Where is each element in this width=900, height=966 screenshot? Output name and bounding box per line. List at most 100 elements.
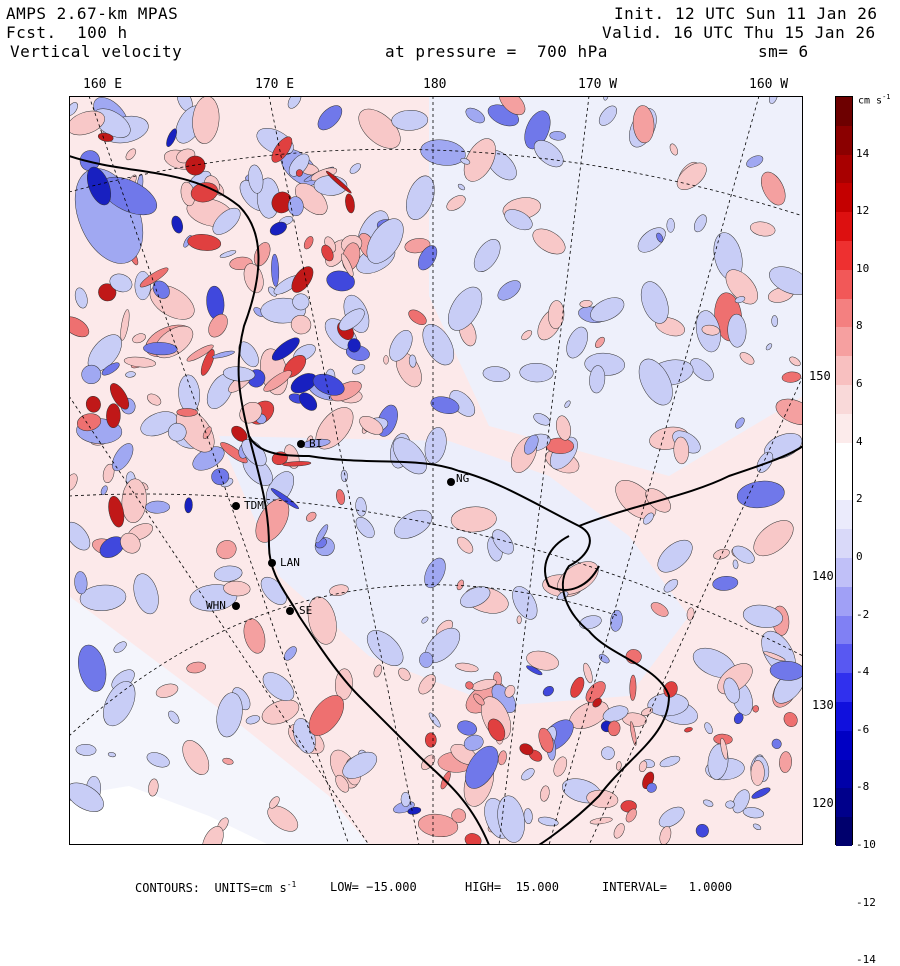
anomaly-blob bbox=[168, 710, 180, 724]
anomaly-blob bbox=[727, 313, 747, 348]
anomaly-blob bbox=[147, 393, 162, 406]
footer-high: HIGH= 15.000 bbox=[465, 880, 559, 894]
anomaly-blob bbox=[212, 207, 241, 235]
anomaly-blob bbox=[482, 366, 511, 383]
anomaly-blob bbox=[186, 661, 207, 674]
anomaly-blob bbox=[125, 148, 137, 161]
anomaly-blob bbox=[74, 287, 88, 309]
anomaly-blob bbox=[404, 238, 431, 254]
anomaly-blob bbox=[81, 364, 102, 385]
vertical-velocity-map bbox=[69, 96, 803, 845]
anomaly-blob bbox=[542, 686, 554, 697]
anomaly-blob bbox=[523, 434, 539, 455]
anomaly-blob bbox=[335, 489, 346, 505]
anomaly-blob bbox=[533, 140, 564, 168]
anomaly-blob bbox=[391, 110, 429, 131]
anomaly-blob bbox=[753, 520, 794, 557]
colorbar-tick-label: -6 bbox=[856, 722, 870, 736]
ross-ice-shelf-region bbox=[219, 436, 689, 706]
anomaly-blob bbox=[447, 286, 483, 331]
valid-time: Valid. 16 UTC Thu 15 Jan 26 bbox=[602, 24, 876, 42]
anomaly-blob bbox=[345, 193, 355, 214]
anomaly-blob bbox=[315, 524, 329, 544]
pressure-level: at pressure = 700 hPa bbox=[385, 42, 608, 61]
anomaly-blob bbox=[342, 751, 378, 779]
lon-label-180: 180 bbox=[423, 77, 447, 92]
fcst-value: 100 h bbox=[76, 23, 128, 42]
colorbar-tick-label: 10 bbox=[856, 261, 870, 275]
colorbar bbox=[835, 96, 853, 847]
anomaly-blob bbox=[358, 108, 401, 149]
anomaly-blob bbox=[425, 732, 437, 748]
anomaly-blob bbox=[335, 774, 350, 793]
colorbar-tick-label: 6 bbox=[856, 377, 863, 391]
coastline-east bbox=[578, 445, 803, 527]
anomaly-blob bbox=[373, 664, 383, 678]
anomaly-blob bbox=[417, 245, 438, 271]
anomaly-blob bbox=[742, 807, 764, 819]
colorbar-segment bbox=[836, 759, 852, 789]
anomaly-blob bbox=[290, 315, 312, 335]
anomaly-blob bbox=[355, 516, 375, 539]
anomaly-blob bbox=[487, 718, 506, 742]
init-time: Init. 12 UTC Sun 11 Jan 26 bbox=[614, 5, 877, 23]
anomaly-blob bbox=[167, 422, 187, 442]
anomaly-blob bbox=[223, 580, 251, 597]
lat-circle-1 bbox=[69, 148, 803, 217]
colorbar-tick-label: -4 bbox=[856, 665, 870, 679]
anomaly-blob bbox=[400, 792, 411, 807]
anomaly-blob bbox=[547, 300, 565, 329]
anomaly-blob bbox=[107, 752, 116, 758]
anomaly-blob bbox=[216, 540, 237, 560]
anomaly-blob bbox=[732, 545, 755, 564]
anomaly-blob bbox=[76, 413, 102, 432]
forecast-hour: Fcst. 100 h bbox=[6, 24, 128, 42]
anomaly-blob bbox=[643, 512, 654, 525]
colorbar-tick-label: -12 bbox=[856, 895, 876, 909]
anomaly-blob bbox=[638, 358, 673, 406]
anomaly-blob bbox=[271, 136, 293, 163]
anomaly-blob bbox=[492, 529, 514, 555]
anomaly-blob bbox=[450, 506, 497, 533]
footer-units-exp: -1 bbox=[286, 880, 297, 889]
anomaly-blob bbox=[615, 761, 622, 771]
anomaly-blob bbox=[658, 806, 685, 828]
anomaly-blob bbox=[270, 488, 299, 510]
anomaly-blob bbox=[171, 215, 183, 234]
station-tdm: TDM bbox=[244, 499, 264, 512]
anomaly-blob bbox=[398, 667, 411, 681]
anomaly-blob bbox=[473, 693, 485, 706]
anomaly-blob bbox=[220, 442, 248, 464]
colorbar-tick-label: -8 bbox=[856, 780, 870, 794]
anomaly-blob bbox=[263, 370, 292, 392]
anomaly-blob bbox=[516, 615, 522, 625]
colorbar-segment bbox=[836, 356, 852, 386]
colorbar-segment bbox=[836, 817, 852, 847]
meridian-1 bbox=[88, 96, 350, 845]
colorbar-tick-label: -10 bbox=[856, 838, 876, 851]
anomaly-blob bbox=[287, 196, 304, 217]
anomaly-blob bbox=[693, 214, 707, 233]
anomaly-blob bbox=[359, 416, 384, 435]
anomaly-blob bbox=[601, 746, 615, 760]
anomaly-blob bbox=[684, 727, 693, 733]
anomaly-blob bbox=[326, 270, 355, 292]
anomaly-blob bbox=[132, 333, 146, 344]
anomaly-blob bbox=[267, 805, 299, 832]
anomaly-blob bbox=[394, 509, 433, 539]
anomaly-blob bbox=[424, 557, 446, 589]
station-lan: LAN bbox=[280, 556, 300, 569]
anomaly-blob bbox=[146, 752, 170, 768]
station-ng: NG bbox=[456, 472, 470, 485]
colorbar-unit-text: cm s bbox=[858, 95, 883, 107]
colorbar-segment bbox=[836, 241, 852, 271]
anomaly-blob bbox=[640, 281, 669, 324]
footer-units: UNITS=cm s bbox=[214, 881, 287, 895]
roosevelt-island bbox=[544, 535, 600, 591]
anomaly-blob bbox=[182, 740, 210, 775]
footer-contours: CONTOURS: UNITS=cm s-1 bbox=[135, 880, 296, 895]
anomaly-blob bbox=[349, 163, 361, 174]
anomaly-blob bbox=[789, 356, 801, 367]
anomaly-blob bbox=[152, 280, 170, 299]
colorbar-tick-label: 2 bbox=[856, 492, 863, 506]
